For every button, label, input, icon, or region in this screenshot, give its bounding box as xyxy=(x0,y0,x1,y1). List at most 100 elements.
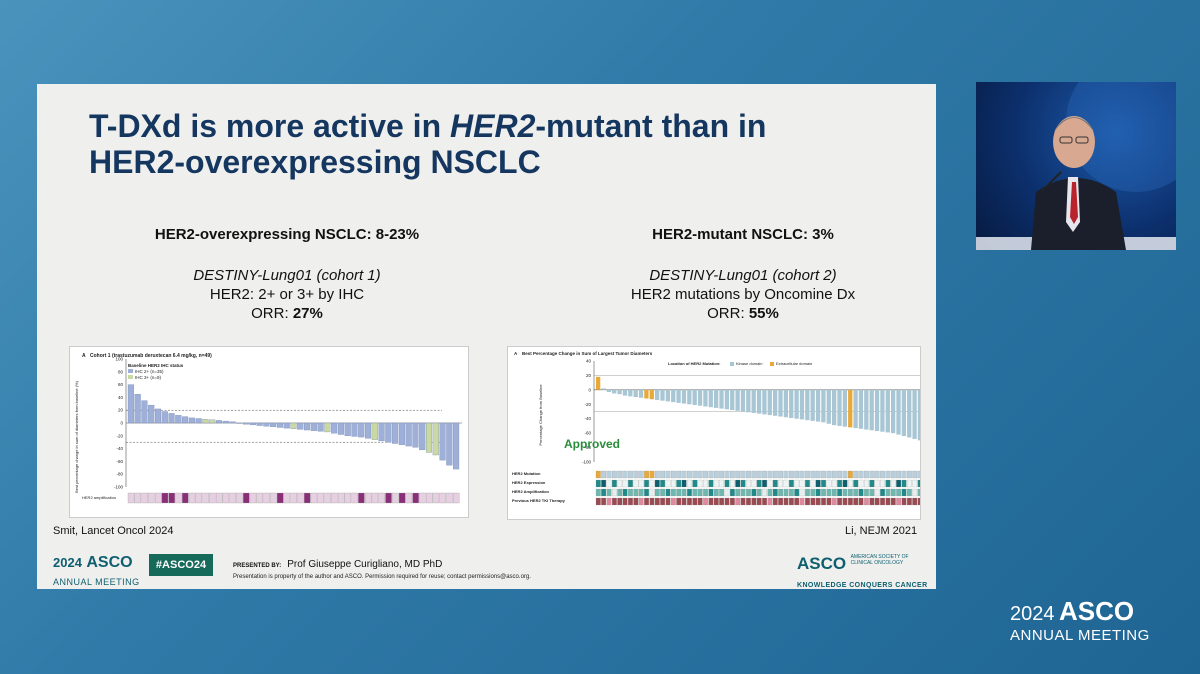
right-grid-cell xyxy=(654,470,660,479)
left-bar xyxy=(398,422,405,445)
right-grid-cell xyxy=(622,479,628,488)
corner-asco-logo: 2024 ASCO ANNUAL MEETING xyxy=(1010,596,1150,645)
right-grid-cell xyxy=(729,479,735,488)
right-grid-cell xyxy=(746,497,751,506)
right-grid-cell xyxy=(740,488,746,497)
left-bar xyxy=(134,394,141,424)
left-bar xyxy=(432,422,439,456)
right-grid-cell xyxy=(595,497,601,506)
left-bar xyxy=(310,422,317,431)
right-grid-cell xyxy=(611,488,617,497)
right-grid-cell xyxy=(783,479,789,488)
right-grid-cell xyxy=(799,470,805,479)
right-row-label: HER2 Expression xyxy=(512,480,546,485)
left-amplification-cell xyxy=(331,492,338,504)
right-grid-cell xyxy=(719,479,725,488)
right-grid-cell xyxy=(864,470,869,479)
left-y-tick-label: 100 xyxy=(115,357,123,362)
left-legend-2: IHC 3+ (n=9) xyxy=(135,375,162,380)
right-grid-cell xyxy=(890,497,896,506)
right-grid-cell xyxy=(676,479,682,488)
right-grid-cell xyxy=(853,479,859,488)
left-bar xyxy=(209,419,216,424)
right-bar xyxy=(730,389,735,411)
right-grid-cell xyxy=(906,470,912,479)
right-bar xyxy=(655,389,660,400)
right-grid-cell xyxy=(826,479,832,488)
right-grid-cell xyxy=(874,470,880,479)
right-grid-cell xyxy=(794,488,800,497)
right-criteria: HER2 mutations by Oncomine Dx xyxy=(630,286,856,303)
right-grid-cell xyxy=(805,497,810,506)
right-grid-cell xyxy=(628,479,633,488)
right-bar xyxy=(638,389,644,398)
right-bar xyxy=(783,389,789,418)
left-bar xyxy=(283,422,290,429)
legend-swatch-ihc3 xyxy=(128,375,133,379)
left-amplification-cell xyxy=(453,492,460,504)
right-mutation-grid xyxy=(595,470,936,506)
right-bar xyxy=(891,389,896,434)
left-bar xyxy=(324,422,331,433)
right-grid-cell xyxy=(606,479,612,488)
right-grid-cell xyxy=(810,497,816,506)
right-row-labels: HER2 Mutation HER2 Expression HER2 Amplifi… xyxy=(512,471,566,503)
right-grid-cell xyxy=(601,488,607,497)
right-bar xyxy=(746,389,751,413)
title-part: -mutant than in xyxy=(535,108,767,144)
left-amplification-cell xyxy=(182,492,189,504)
right-grid-cell xyxy=(649,497,655,506)
right-grid-cell xyxy=(681,479,687,488)
right-bar xyxy=(622,389,628,396)
right-grid-cell xyxy=(644,479,649,488)
left-bar xyxy=(317,422,324,432)
right-grid-cell xyxy=(638,470,644,479)
right-study: DESTINY-Lung01 (cohort 2) HER2 mutations… xyxy=(553,266,933,323)
right-bar xyxy=(751,389,756,413)
left-y-tick-label: -20 xyxy=(116,433,123,438)
right-grid-cell xyxy=(837,488,843,497)
right-grid-cell xyxy=(660,497,666,506)
left-bar xyxy=(419,422,426,451)
speaker-video[interactable] xyxy=(976,82,1176,250)
right-bar xyxy=(724,389,730,410)
left-amplification-cell xyxy=(432,492,440,504)
left-amplification-cell xyxy=(276,492,284,504)
right-grid-cell xyxy=(853,497,859,506)
right-grid-cell xyxy=(676,497,682,506)
right-grid-cell xyxy=(665,488,671,497)
right-grid-cell xyxy=(821,479,826,488)
right-grid-cell xyxy=(697,488,703,497)
speaker-head xyxy=(1053,116,1095,168)
speaker-hair xyxy=(1054,117,1094,132)
right-grid-cell xyxy=(869,479,875,488)
right-grid-cell xyxy=(826,488,832,497)
right-grid-cell xyxy=(778,497,784,506)
globe-graphic xyxy=(1066,82,1176,192)
right-grid-cell xyxy=(783,470,789,479)
left-y-tick-label: 80 xyxy=(118,369,124,374)
left-amplification-cell xyxy=(405,492,413,504)
left-amplification-cell xyxy=(351,492,358,504)
right-grid-cell xyxy=(805,470,810,479)
right-waterfall-figure: A Best Percentage Change in Sum of Large… xyxy=(507,346,936,520)
right-bar xyxy=(714,389,719,408)
permission-notice: Presentation is property of the author a… xyxy=(233,574,531,580)
right-y-tick-label: 40 xyxy=(586,359,592,364)
right-grid-cell xyxy=(805,488,810,497)
left-amplification-cell xyxy=(385,492,392,504)
right-grid-cell xyxy=(606,470,612,479)
right-grid-cell xyxy=(815,488,821,497)
right-grid-cell xyxy=(853,488,859,497)
right-grid-cell xyxy=(681,470,687,479)
right-grid-cell xyxy=(751,488,757,497)
right-grid-cell xyxy=(885,470,891,479)
right-grid-cell xyxy=(708,470,714,479)
left-bar xyxy=(392,422,399,444)
right-bar xyxy=(880,389,885,432)
left-legend-1: IHC 2+ (n=35) xyxy=(135,369,164,374)
left-y-tick-label: -80 xyxy=(116,472,123,477)
right-grid-cell xyxy=(847,497,853,506)
right-grid-cell xyxy=(847,479,853,488)
right-bar xyxy=(644,389,649,399)
